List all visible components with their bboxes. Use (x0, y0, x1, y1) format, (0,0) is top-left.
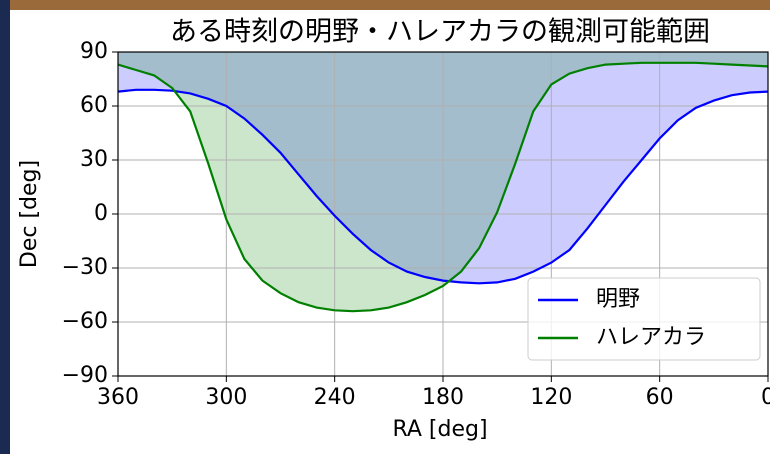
y-tick-label: −60 (62, 309, 108, 334)
x-axis-label: RA [deg] (392, 417, 487, 442)
x-tick-label: 360 (97, 385, 139, 410)
plot-frame (117, 51, 769, 377)
y-tick-label: −30 (62, 255, 108, 280)
y-tick-label: −90 (62, 363, 108, 388)
background-strip (0, 0, 770, 10)
y-tick-label: 0 (94, 201, 108, 226)
x-tick-label: 300 (205, 385, 247, 410)
x-tick-label: 60 (646, 385, 674, 410)
x-tick-label: 180 (422, 385, 464, 410)
legend-label: ハレアカラ (596, 325, 706, 350)
y-axis-label: Dec [deg] (17, 160, 42, 268)
x-tick-label: 120 (530, 385, 572, 410)
legend-label: 明野 (596, 287, 640, 312)
background-strip (0, 0, 10, 454)
chart-title: ある時刻の明野・ハレアカラの観測可能範囲 (170, 17, 710, 48)
y-tick-label: 90 (80, 39, 108, 64)
x-tick-label: 240 (314, 385, 356, 410)
x-tick-label: 0 (761, 385, 770, 410)
line (117, 61, 769, 313)
y-tick-label: 30 (80, 147, 108, 172)
y-tick-label: 60 (80, 93, 108, 118)
legend-box (527, 277, 761, 361)
line (117, 88, 769, 285)
